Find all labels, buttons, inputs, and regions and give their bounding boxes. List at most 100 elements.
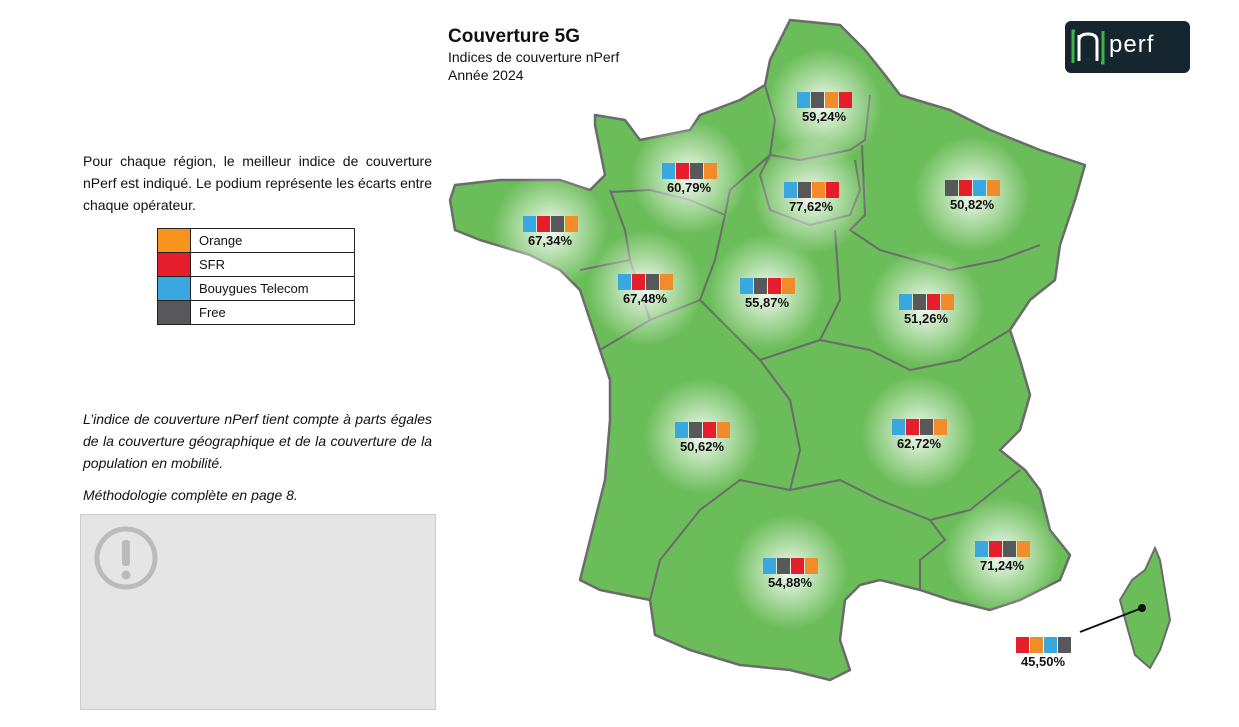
- region-glow: [944, 497, 1060, 613]
- podium-bar-sfr: [825, 182, 839, 198]
- podium-bar-sfr: [631, 274, 645, 290]
- podium-bar-bouygues-telecom: [762, 558, 776, 574]
- podium-bar-free: [753, 278, 767, 294]
- podium-bar-orange: [781, 278, 795, 294]
- corsica-pointer-dot: [1138, 604, 1146, 612]
- region-label: 51,26%: [886, 294, 966, 326]
- region-glow: [644, 378, 760, 494]
- podium: [605, 274, 685, 290]
- region-glow: [732, 514, 848, 630]
- region-label: 67,48%: [605, 274, 685, 306]
- podium-bar-orange: [804, 558, 818, 574]
- podium: [649, 163, 729, 179]
- podium: [962, 541, 1042, 557]
- podium-bar-bouygues-telecom: [661, 163, 675, 179]
- podium-bar-sfr: [926, 294, 940, 310]
- podium-bar-sfr: [905, 419, 919, 435]
- region-glow: [753, 138, 869, 254]
- podium-bar-bouygues-telecom: [796, 92, 810, 108]
- podium-bar-sfr: [675, 163, 689, 179]
- legend: Orange SFR Bouygues Telecom Free: [157, 228, 355, 325]
- podium-bar-orange: [1016, 541, 1030, 557]
- podium-bar-free: [776, 558, 790, 574]
- podium-bar-free: [944, 180, 958, 196]
- podium: [879, 419, 959, 435]
- region-label: 62,72%: [879, 419, 959, 451]
- podium: [662, 422, 742, 438]
- podium-bar-orange: [811, 182, 825, 198]
- region-glow: [914, 136, 1030, 252]
- legend-item: Free: [157, 300, 355, 325]
- region-glow: [868, 250, 984, 366]
- podium: [771, 182, 851, 198]
- podium-bar-bouygues-telecom: [898, 294, 912, 310]
- podium-bar-free: [912, 294, 926, 310]
- podium-bar-bouygues-telecom: [617, 274, 631, 290]
- region-label: 71,24%: [962, 541, 1042, 573]
- podium-bar-free: [645, 274, 659, 290]
- podium-bar-free: [797, 182, 811, 198]
- podium-bar-free: [810, 92, 824, 108]
- year: Année 2024: [448, 67, 524, 83]
- podium-bar-orange: [564, 216, 578, 232]
- region-value: 60,79%: [666, 180, 712, 195]
- podium-bar-orange: [659, 274, 673, 290]
- podium-bar-bouygues-telecom: [522, 216, 536, 232]
- region-value: 54,88%: [767, 575, 813, 590]
- region-label: 50,82%: [932, 180, 1012, 212]
- legend-label: Bouygues Telecom: [190, 276, 355, 301]
- region-value: 62,72%: [896, 436, 942, 451]
- podium-bar-orange: [933, 419, 947, 435]
- podium: [750, 558, 830, 574]
- region-label: 54,88%: [750, 558, 830, 590]
- page-title: Couverture 5G: [448, 26, 580, 47]
- methodology-link: Méthodologie complète en page 8.: [83, 487, 298, 503]
- podium-bar-sfr: [1015, 637, 1029, 653]
- podium-bar-sfr: [702, 422, 716, 438]
- podium: [1003, 637, 1083, 653]
- region-label: 59,24%: [784, 92, 864, 124]
- region-glow: [631, 119, 747, 235]
- region-glow: [492, 172, 608, 288]
- podium-bar-bouygues-telecom: [739, 278, 753, 294]
- region-value: 51,26%: [903, 311, 949, 326]
- region-glow: [861, 375, 977, 491]
- podium-bar-orange: [1029, 637, 1043, 653]
- region-value: 45,50%: [1020, 654, 1066, 669]
- region-label: 77,62%: [771, 182, 851, 214]
- nperf-logo-icon: [1071, 29, 1105, 65]
- legend-label: Orange: [190, 228, 355, 253]
- region-value: 50,82%: [949, 197, 995, 212]
- region-label: 50,62%: [662, 422, 742, 454]
- podium-bar-orange: [824, 92, 838, 108]
- region-glow: [587, 230, 703, 346]
- intro-text: Pour chaque région, le meilleur indice d…: [83, 153, 432, 213]
- region-label: 45,50%: [1003, 637, 1083, 669]
- podium-bar-orange: [703, 163, 717, 179]
- legend-item: Orange: [157, 228, 355, 253]
- podium-bar-sfr: [767, 278, 781, 294]
- podium-bar-sfr: [790, 558, 804, 574]
- podium-bar-bouygues-telecom: [891, 419, 905, 435]
- region-value: 55,87%: [744, 295, 790, 310]
- region-value: 71,24%: [979, 558, 1025, 573]
- image-placeholder: [80, 514, 436, 710]
- logo-text: perf: [1109, 31, 1155, 58]
- podium-bar-bouygues-telecom: [1043, 637, 1057, 653]
- region-glow: [709, 234, 825, 350]
- region-value: 67,34%: [527, 233, 573, 248]
- podium: [727, 278, 807, 294]
- nperf-logo: perf: [1065, 21, 1190, 73]
- podium-bar-orange: [940, 294, 954, 310]
- podium-bar-bouygues-telecom: [974, 541, 988, 557]
- podium-bar-bouygues-telecom: [972, 180, 986, 196]
- methodology-note: L’indice de couverture nPerf tient compt…: [83, 411, 432, 471]
- podium-bar-bouygues-telecom: [674, 422, 688, 438]
- podium: [932, 180, 1012, 196]
- podium-bar-sfr: [958, 180, 972, 196]
- legend-item: Bouygues Telecom: [157, 276, 355, 301]
- podium-bar-free: [550, 216, 564, 232]
- region-label: 67,34%: [510, 216, 590, 248]
- podium: [510, 216, 590, 232]
- podium: [886, 294, 966, 310]
